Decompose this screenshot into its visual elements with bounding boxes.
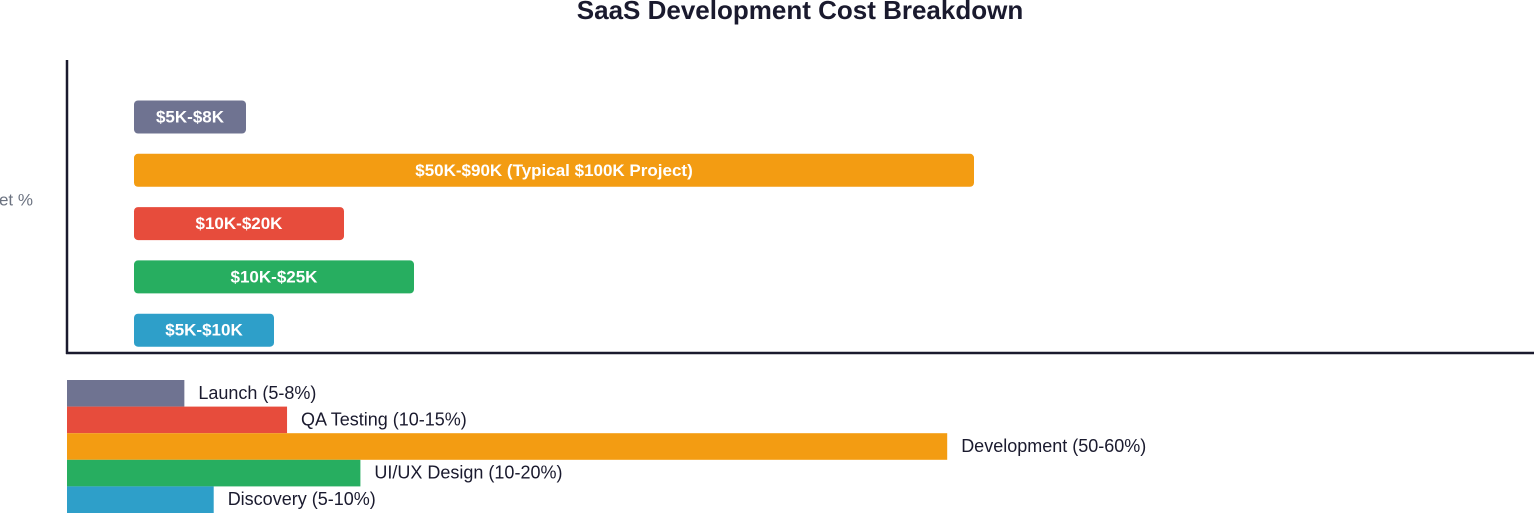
bar [67,433,948,460]
category-label: Discovery (5-10%) [228,489,376,509]
bar-value-label: $5K-$8K [156,107,225,126]
category-label: QA Testing (10-15%) [301,409,467,429]
bar-value-label: $50K-$90K (Typical $100K Project) [415,161,692,180]
bar [134,313,274,347]
category-label: Development (50-60%) [961,436,1146,456]
category-label: Launch (5-8%) [198,383,316,403]
bar [134,100,246,134]
bar [67,486,214,513]
bar-value-label: $10K-$25K [231,267,319,286]
y-axis-label: et % [0,190,33,209]
bar-value-label: $10K-$20K [196,214,284,233]
bar [134,153,974,187]
bar-value-label: $5K-$10K [165,321,243,340]
bar [67,380,185,407]
bar [134,207,344,241]
bar [134,260,414,294]
bar [67,406,288,434]
chart-title: SaaS Development Cost Breakdown [577,0,1023,25]
bar [67,459,361,487]
category-label: UI/UX Design (10-20%) [374,463,562,483]
